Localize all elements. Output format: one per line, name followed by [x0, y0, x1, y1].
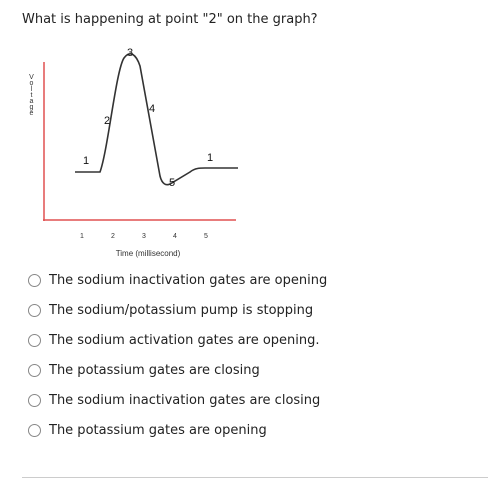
- option-text[interactable]: The sodium inactivation gates are closin…: [49, 393, 321, 408]
- divider: [22, 477, 488, 478]
- point-label: 1: [207, 152, 213, 164]
- option[interactable]: The sodium inactivation gates are closin…: [28, 393, 320, 408]
- radio-button[interactable]: [28, 364, 41, 377]
- option[interactable]: The potassium gates are opening: [28, 423, 267, 438]
- action-potential-curve: [75, 53, 238, 186]
- radio-button[interactable]: [28, 334, 41, 347]
- x-tick-label: 4: [173, 233, 177, 240]
- option-text[interactable]: The sodium inactivation gates are openin…: [49, 273, 328, 288]
- option-text[interactable]: The potassium gates are opening: [49, 423, 267, 438]
- point-label: 3: [127, 47, 133, 59]
- option[interactable]: The sodium inactivation gates are openin…: [28, 273, 327, 288]
- point-label: 4: [149, 103, 155, 115]
- option[interactable]: The potassium gates are closing: [28, 363, 260, 378]
- radio-button[interactable]: [28, 394, 41, 407]
- point-label: 5: [169, 177, 175, 189]
- x-tick-label: 5: [204, 233, 208, 240]
- radio-button[interactable]: [28, 304, 41, 317]
- radio-button[interactable]: [28, 424, 41, 437]
- x-tick-label: 3: [142, 233, 146, 240]
- option[interactable]: The sodium/potassium pump is stopping: [28, 303, 313, 318]
- option-text[interactable]: The sodium activation gates are opening.: [49, 333, 320, 348]
- x-axis-label: Time (millisecond): [116, 249, 181, 258]
- x-tick-label: 2: [111, 233, 115, 240]
- point-label: 2: [104, 115, 110, 127]
- y-axis-label: Voltage: [28, 74, 35, 116]
- question: What is happening at point "2" on the gr…: [22, 12, 318, 27]
- option-text[interactable]: The potassium gates are closing: [49, 363, 260, 378]
- point-label: 1: [83, 155, 89, 167]
- x-tick-label: 1: [80, 233, 84, 240]
- option[interactable]: The sodium activation gates are opening.: [28, 333, 320, 348]
- option-text[interactable]: The sodium/potassium pump is stopping: [49, 303, 314, 318]
- radio-button[interactable]: [28, 274, 41, 287]
